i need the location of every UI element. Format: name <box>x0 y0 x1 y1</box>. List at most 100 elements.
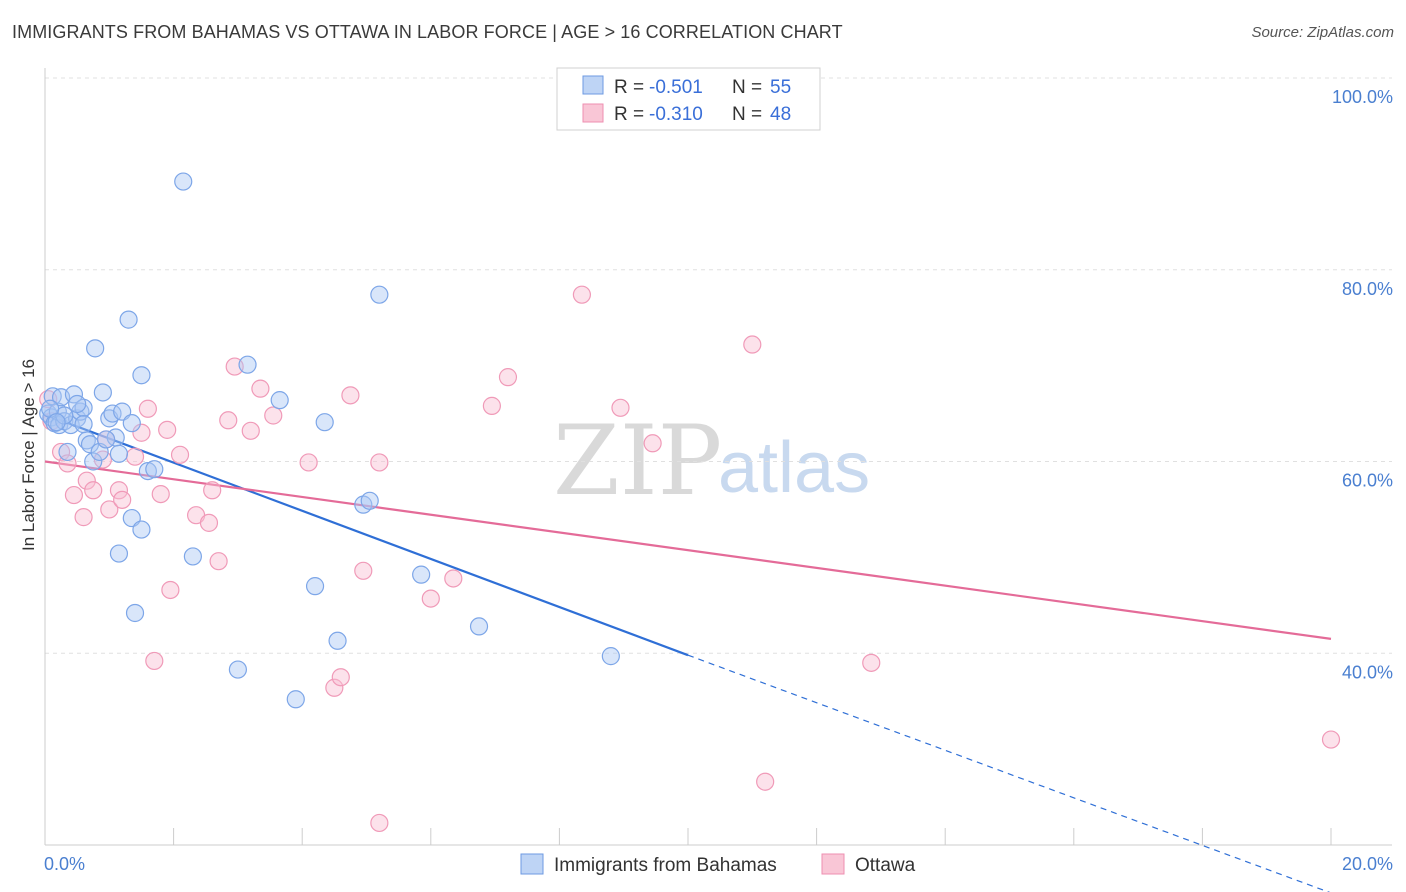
point-bahamas <box>138 461 157 481</box>
point-ottawa <box>125 447 145 466</box>
point-ottawa <box>299 453 318 472</box>
point-bahamas <box>601 647 620 666</box>
point-bahamas <box>328 631 347 650</box>
point-bahamas <box>145 460 164 479</box>
point-bahamas <box>84 452 103 471</box>
point-bahamas <box>64 385 84 404</box>
point-bahamas <box>96 430 116 449</box>
legend-swatch-ottawa <box>582 103 604 123</box>
y-tick-label: 80.0% <box>1342 279 1393 299</box>
x-tick-label: 20.0% <box>1342 854 1393 874</box>
point-bahamas <box>228 660 247 679</box>
point-bahamas <box>109 444 129 463</box>
legend-top: R = -0.501 N = 55 R = -0.310 N = 48 <box>556 67 821 131</box>
point-ottawa <box>241 421 260 440</box>
x-tick-label: 0.0% <box>44 854 85 874</box>
point-ottawa <box>354 561 373 580</box>
point-bahamas <box>109 544 129 563</box>
point-bahamas <box>132 520 151 539</box>
legend-r-value-2: -0.310 <box>649 104 703 125</box>
point-ottawa <box>611 398 630 417</box>
legend-n-value-1: 55 <box>770 77 791 98</box>
trend-lines <box>44 413 1332 892</box>
point-ottawa <box>325 678 344 697</box>
point-ottawa <box>251 379 270 398</box>
point-bahamas <box>370 285 389 304</box>
point-bahamas <box>183 547 202 566</box>
point-bahamas <box>61 415 80 435</box>
point-ottawa <box>51 442 71 462</box>
point-ottawa <box>199 513 219 532</box>
point-bahamas <box>270 391 289 410</box>
trend-line-ottawa <box>44 460 1332 640</box>
point-ottawa <box>1321 730 1341 749</box>
point-ottawa <box>151 484 170 504</box>
point-ottawa <box>572 285 592 304</box>
watermark-atlas: atlas <box>718 428 870 508</box>
point-ottawa <box>643 434 662 453</box>
legend-n-value-2: 48 <box>770 104 791 125</box>
point-bahamas <box>305 577 325 596</box>
y-axis-label: In Labor Force | Age > 16 <box>19 359 38 551</box>
point-ottawa <box>109 481 129 500</box>
point-ottawa <box>132 423 151 442</box>
point-ottawa <box>370 453 389 472</box>
y-tick-label: 40.0% <box>1342 662 1393 682</box>
point-ottawa <box>219 411 238 430</box>
point-ottawa <box>138 399 157 418</box>
point-bahamas <box>174 172 193 191</box>
point-bahamas <box>119 310 138 329</box>
legend-n-label-2: N = <box>732 104 762 125</box>
point-ottawa <box>84 481 103 500</box>
legend-r-label-1: R = <box>614 77 644 98</box>
point-ottawa <box>113 490 132 509</box>
point-bahamas <box>86 339 105 358</box>
trend-line-bahamas-extension <box>687 654 1331 892</box>
trend-line-bahamas <box>44 413 689 657</box>
point-ottawa <box>482 396 501 415</box>
point-ottawa <box>77 471 96 490</box>
point-ottawa <box>331 668 350 687</box>
point-ottawa <box>444 569 463 588</box>
y-tick-label: 60.0% <box>1342 471 1393 491</box>
point-bahamas <box>58 442 77 462</box>
point-bahamas <box>238 355 257 374</box>
scatter-points <box>39 172 1341 833</box>
bottom-legend-swatch-ottawa <box>821 853 845 875</box>
y-tick-label: 100.0% <box>1332 87 1393 107</box>
source-label: Source: ZipAtlas.com <box>1251 24 1394 41</box>
legend-n-label-1: N = <box>732 77 762 98</box>
point-ottawa <box>74 508 93 527</box>
point-ottawa <box>743 335 762 354</box>
bottom-legend-label-ottawa: Ottawa <box>855 855 916 876</box>
point-ottawa <box>161 580 180 600</box>
bottom-legend-label-bahamas: Immigrants from Bahamas <box>554 855 777 876</box>
point-bahamas <box>286 690 305 709</box>
point-bahamas <box>47 413 66 432</box>
point-ottawa <box>203 481 222 500</box>
point-bahamas <box>132 366 151 385</box>
point-ottawa <box>341 386 360 405</box>
point-ottawa <box>421 589 440 608</box>
point-ottawa <box>170 445 190 464</box>
point-bahamas <box>93 383 112 402</box>
point-ottawa <box>756 772 775 791</box>
point-bahamas <box>68 394 87 414</box>
point-ottawa <box>145 651 164 671</box>
point-ottawa <box>498 368 518 387</box>
point-ottawa <box>862 653 881 672</box>
point-ottawa <box>209 552 228 571</box>
legend-r-value-1: -0.501 <box>649 77 703 98</box>
bottom-legend-swatch-bahamas <box>520 853 544 875</box>
point-ottawa <box>370 813 389 833</box>
point-bahamas <box>315 413 334 432</box>
axes <box>44 68 1392 846</box>
point-bahamas <box>412 565 431 584</box>
point-bahamas <box>122 414 141 433</box>
point-ottawa <box>264 406 283 425</box>
legend-bottom: Immigrants from Bahamas Ottawa <box>520 853 916 876</box>
point-ottawa <box>100 500 119 519</box>
legend-r-label-2: R = <box>614 104 644 125</box>
point-bahamas <box>360 491 379 510</box>
